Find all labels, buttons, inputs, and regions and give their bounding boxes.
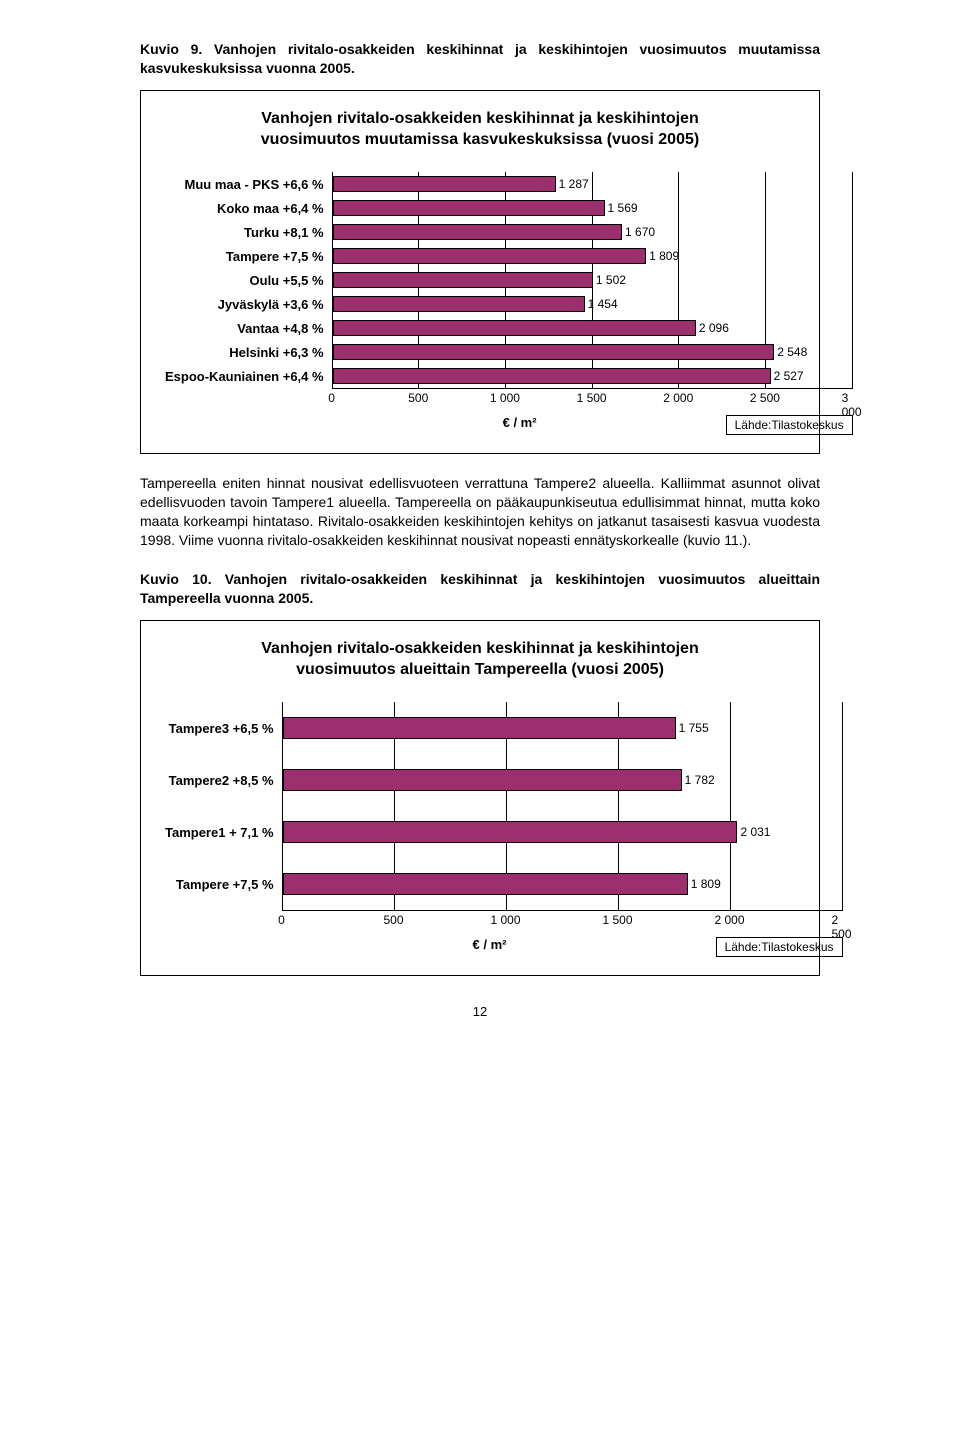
bar: 1 809: [283, 873, 688, 895]
y-label: Muu maa - PKS +6,6 %: [165, 172, 332, 196]
bar: 2 548: [333, 344, 775, 360]
bar-value: 2 527: [774, 369, 804, 383]
bar-value: 1 454: [588, 297, 618, 311]
x-tick: 2 500: [750, 391, 780, 405]
bar-value: 1 782: [685, 773, 715, 787]
chart1-xticks: 05001 0001 5002 0002 5003 000: [332, 391, 852, 409]
bar-row: 2 548: [333, 340, 853, 364]
y-label: Tampere2 +8,5 %: [165, 754, 282, 806]
bar: 1 670: [333, 224, 622, 240]
chart1-xlabel: € / m²: [332, 415, 708, 430]
bar: 2 096: [333, 320, 696, 336]
chart2-title-line2: vuosimuutos alueittain Tampereella (vuos…: [165, 660, 795, 681]
chart1-title-line2: vuosimuutos muutamissa kasvukeskuksissa …: [165, 130, 795, 151]
chart2-plot-wrap: 1 7551 7822 0311 809 05001 0001 5002 000…: [282, 702, 843, 957]
bar-value: 1 569: [608, 201, 638, 215]
bar-row: 1 809: [333, 244, 853, 268]
x-tick: 500: [408, 391, 428, 405]
chart2-frame: Vanhojen rivitalo-osakkeiden keskihinnat…: [140, 620, 820, 977]
bar-row: 1 782: [283, 754, 843, 806]
bar: 1 755: [283, 717, 676, 739]
chart2-body: Tampere3 +6,5 %Tampere2 +8,5 %Tampere1 +…: [165, 702, 795, 957]
figure9-caption: Kuvio 9. Vanhojen rivitalo-osakkeiden ke…: [140, 40, 820, 78]
bar-row: 2 031: [283, 806, 843, 858]
bar-row: 1 569: [333, 196, 853, 220]
x-tick: 1 500: [603, 913, 633, 927]
chart1-title-line1: Vanhojen rivitalo-osakkeiden keskihinnat…: [165, 109, 795, 130]
chart1-frame: Vanhojen rivitalo-osakkeiden keskihinnat…: [140, 90, 820, 455]
y-label: Tampere +7,5 %: [165, 244, 332, 268]
chart1-plot: 1 287 1 569 1 670 1 809 1 502 1 454 2 096 2 548…: [332, 172, 853, 389]
figure10-caption: Kuvio 10. Vanhojen rivitalo-osakkeiden k…: [140, 570, 820, 608]
bar-value: 1 809: [691, 877, 721, 891]
x-tick: 1 500: [577, 391, 607, 405]
x-tick: 1 000: [490, 391, 520, 405]
bar-row: 1 809: [283, 858, 843, 910]
bar-value: 2 031: [740, 825, 770, 839]
y-label: Espoo-Kauniainen +6,4 %: [165, 364, 332, 388]
chart1-bars: 1 287 1 569 1 670 1 809 1 502 1 454 2 096 2 548…: [333, 172, 853, 388]
x-tick: 2 000: [663, 391, 693, 405]
page-number: 12: [140, 1004, 820, 1019]
bar: 1 809: [333, 248, 647, 264]
bar-value: 1 502: [596, 273, 626, 287]
chart1-plot-wrap: 1 287 1 569 1 670 1 809 1 502 1 454 2 096 2 548…: [332, 172, 853, 435]
x-tick: 2 500: [832, 913, 852, 941]
y-label: Vantaa +4,8 %: [165, 316, 332, 340]
y-label: Tampere3 +6,5 %: [165, 702, 282, 754]
body-paragraph: Tampereella eniten hinnat nousivat edell…: [140, 474, 820, 550]
bar-value: 1 809: [649, 249, 679, 263]
bar-row: 1 287: [333, 172, 853, 196]
chart1-source: Lähde:Tilastokeskus: [726, 415, 853, 435]
x-tick: 2 000: [715, 913, 745, 927]
x-tick: 0: [328, 391, 335, 405]
bar: 1 782: [283, 769, 682, 791]
bar: 1 454: [333, 296, 585, 312]
chart2-title: Vanhojen rivitalo-osakkeiden keskihinnat…: [165, 639, 795, 681]
y-label: Jyväskylä +3,6 %: [165, 292, 332, 316]
page: Kuvio 9. Vanhojen rivitalo-osakkeiden ke…: [70, 0, 890, 1049]
chart1-axis-row: € / m² Lähde:Tilastokeskus: [332, 415, 853, 435]
bar: 2 527: [333, 368, 771, 384]
chart1-body: Muu maa - PKS +6,6 %Koko maa +6,4 %Turku…: [165, 172, 795, 435]
x-tick: 0: [278, 913, 285, 927]
chart2-xlabel: € / m²: [282, 937, 698, 952]
y-label: Helsinki +6,3 %: [165, 340, 332, 364]
y-label: Koko maa +6,4 %: [165, 196, 332, 220]
bar: 2 031: [283, 821, 738, 843]
bar: 1 287: [333, 176, 556, 192]
chart2-bars: 1 755 1 782 2 031 1 809: [283, 702, 843, 910]
bar-row: 1 454: [333, 292, 853, 316]
chart2-source: Lähde:Tilastokeskus: [716, 937, 843, 957]
chart2-title-line1: Vanhojen rivitalo-osakkeiden keskihinnat…: [165, 639, 795, 660]
y-label: Turku +8,1 %: [165, 220, 332, 244]
chart2-plot: 1 755 1 782 2 031 1 809: [282, 702, 843, 911]
chart1-ylabels: Muu maa - PKS +6,6 %Koko maa +6,4 %Turku…: [165, 172, 332, 435]
bar-row: 2 096: [333, 316, 853, 340]
y-label: Tampere1 + 7,1 %: [165, 806, 282, 858]
chart2-xticks: 05001 0001 5002 0002 500: [282, 913, 842, 931]
chart1-title: Vanhojen rivitalo-osakkeiden keskihinnat…: [165, 109, 795, 151]
bar-value: 1 670: [625, 225, 655, 239]
bar-value: 1 755: [679, 721, 709, 735]
y-label: Tampere +7,5 %: [165, 858, 282, 910]
bar-row: 1 502: [333, 268, 853, 292]
bar-value: 2 096: [699, 321, 729, 335]
bar: 1 569: [333, 200, 605, 216]
bar-value: 1 287: [559, 177, 589, 191]
chart2-ylabels: Tampere3 +6,5 %Tampere2 +8,5 %Tampere1 +…: [165, 702, 282, 957]
y-label: Oulu +5,5 %: [165, 268, 332, 292]
bar: 1 502: [333, 272, 593, 288]
bar-value: 2 548: [777, 345, 807, 359]
bar-row: 1 670: [333, 220, 853, 244]
bar-row: 2 527: [333, 364, 853, 388]
x-tick: 500: [384, 913, 404, 927]
bar-row: 1 755: [283, 702, 843, 754]
x-tick: 1 000: [491, 913, 521, 927]
chart2-axis-row: € / m² Lähde:Tilastokeskus: [282, 937, 843, 957]
x-tick: 3 000: [842, 391, 862, 419]
